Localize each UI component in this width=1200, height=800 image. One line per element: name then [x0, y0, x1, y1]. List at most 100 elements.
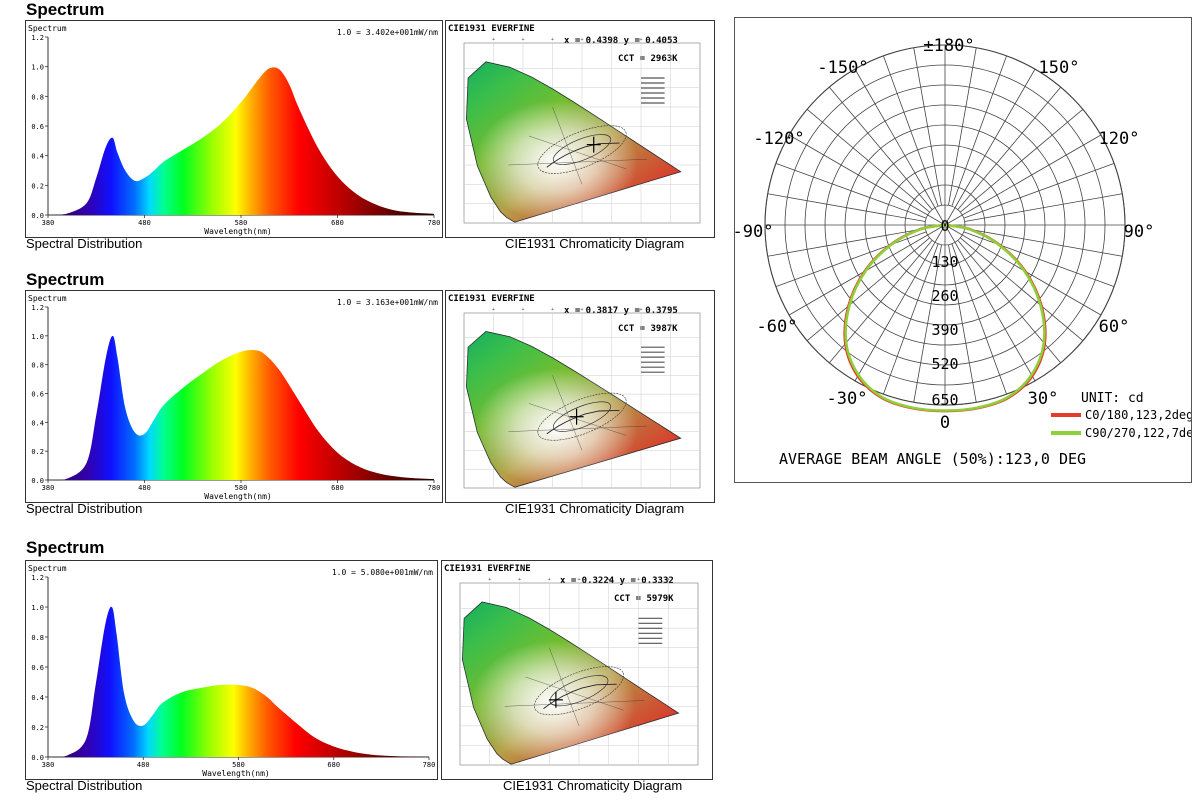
polar-spoke	[963, 231, 1115, 287]
legend-label-c90: C90/270,122,7deg	[1085, 426, 1191, 440]
cie-ellipse-outer	[537, 125, 627, 174]
ring-label-520: 520	[931, 355, 958, 373]
angle-label-minus120: -120°	[753, 129, 804, 149]
angle-label-30: 30°	[1028, 389, 1059, 409]
polar-spoke	[948, 47, 977, 206]
y-tick-label: 1.2	[31, 304, 44, 312]
chart-label: Spectrum	[28, 24, 67, 33]
normalization-label: 1.0 = 5.080e+001mW/nm	[332, 568, 433, 577]
angle-label-150: 150°	[1039, 58, 1080, 78]
polar-spoke	[806, 108, 930, 213]
y-tick-label: 0.2	[31, 182, 44, 190]
polar-spoke	[944, 224, 1036, 382]
cie-title: CIE1931 EVERFINE	[444, 564, 531, 574]
ring-label-130: 130	[931, 253, 958, 271]
cie-ellipse	[552, 401, 612, 432]
cie-tick-mark: +	[667, 577, 670, 583]
polar-spoke	[913, 244, 942, 403]
chromaticity-xy: x = 0.4398 y = 0.4053	[564, 36, 678, 46]
x-tick-label: 780	[428, 219, 441, 227]
polar-spoke	[767, 228, 926, 257]
polar-spoke	[788, 134, 946, 226]
y-tick-label: 1.2	[31, 574, 44, 582]
y-tick-label: 0.0	[31, 754, 44, 762]
polar-spoke	[960, 108, 1084, 213]
polar-spoke	[767, 193, 926, 222]
spectrum-area	[48, 335, 434, 481]
cie-panel-3: CIE1931 EVERFINE x = 0.3224 y = 0.3332 C…	[441, 560, 713, 780]
x-tick-label: 580	[235, 484, 248, 492]
y-tick-label: 0.6	[31, 123, 44, 131]
polar-spoke	[913, 47, 942, 206]
section-title-1: Spectrum	[26, 0, 105, 19]
cie-tick-mark: +	[669, 307, 672, 313]
planckian-locus	[543, 683, 617, 709]
x-tick-label: 380	[42, 761, 55, 769]
y-tick-label: 0.4	[31, 694, 44, 702]
chromaticity-xy: x = 0.3224 y = 0.3332	[560, 576, 674, 586]
cie-diagram-2: CIE1931 EVERFINE x = 0.3817 y = 0.3795 C…	[448, 294, 701, 489]
cie-tick-mark: +	[492, 37, 495, 43]
angle-label-90: 90°	[1124, 222, 1155, 242]
cie-tick-mark: +	[548, 577, 551, 583]
x-tick-label: 380	[42, 484, 55, 492]
chart-label: Spectrum	[28, 564, 67, 573]
polar-spoke	[944, 68, 1036, 226]
x-axis-label: Wavelength(nm)	[202, 769, 269, 778]
spectrum-chart-3: Spectrum 1.0 = 5.080e+001mW/nm Wavelengt…	[28, 564, 436, 778]
y-tick-label: 0.8	[31, 634, 44, 642]
chromaticity-xy: x = 0.3817 y = 0.3795	[564, 306, 678, 316]
spectrum-panel-3: Spectrum 1.0 = 5.080e+001mW/nm Wavelengt…	[25, 560, 438, 780]
cie-tick-mark: +	[610, 37, 613, 43]
polar-spoke	[854, 68, 946, 226]
polar-spoke	[828, 86, 933, 210]
x-tick-label: 680	[327, 761, 340, 769]
x-tick-label: 480	[137, 761, 150, 769]
section-title-3: Spectrum	[26, 538, 105, 557]
polar-spoke	[775, 163, 927, 219]
spectrum-panel-1: Spectrum 1.0 = 3.402e+001mW/nm Wavelengt…	[25, 20, 443, 238]
cie-region-line	[549, 647, 580, 726]
cie-tick-mark: +	[637, 577, 640, 583]
cct-value: CCT = 2963K	[618, 54, 678, 64]
polar-spoke	[806, 237, 930, 342]
cie-tick-mark: +	[669, 37, 672, 43]
caption-cie-2: CIE1931 Chromaticity Diagram	[505, 501, 685, 516]
polar-spoke	[883, 55, 939, 207]
polar-spoke	[944, 134, 1102, 226]
y-tick-label: 0.2	[31, 724, 44, 732]
cie-tick-mark: +	[577, 577, 580, 583]
cie-tick-mark: +	[580, 37, 583, 43]
normalization-label: 1.0 = 3.163e+001mW/nm	[337, 298, 438, 307]
cie-panel-2: CIE1931 EVERFINE x = 0.3817 y = 0.3795 C…	[445, 290, 715, 503]
y-tick-label: 0.4	[31, 419, 44, 427]
cie-title: CIE1931 EVERFINE	[448, 294, 535, 304]
y-tick-label: 0.0	[31, 477, 44, 485]
polar-spoke	[951, 55, 1007, 207]
ring-label-390: 390	[931, 321, 958, 339]
cie-ellipse	[549, 675, 609, 707]
caption-cie-1: CIE1931 Chromaticity Diagram	[505, 236, 685, 251]
x-tick-label: 780	[423, 761, 436, 769]
polar-spoke	[963, 163, 1115, 219]
cie-region-line	[552, 375, 583, 451]
x-axis-label: Wavelength(nm)	[204, 227, 271, 236]
y-tick-label: 0.8	[31, 362, 44, 370]
cie-tick-mark: +	[639, 37, 642, 43]
y-tick-label: 1.2	[31, 34, 44, 42]
cie-tick-mark: +	[551, 307, 554, 313]
angle-label-180: ±180°	[923, 36, 974, 56]
x-tick-label: 580	[232, 761, 245, 769]
polar-chart: ±180° -150° 150° -120° 120° -90° 90° -60…	[733, 36, 1200, 468]
spectrum-chart-2: Spectrum 1.0 = 3.163e+001mW/nm Wavelengt…	[28, 294, 441, 501]
legend-label-c0: C0/180,123,2deg	[1085, 408, 1191, 422]
cie-ellipse-outer	[534, 666, 624, 716]
y-tick-label: 0.6	[31, 664, 44, 672]
planckian-locus	[546, 409, 620, 435]
angle-label-minus150: -150°	[817, 58, 868, 78]
cie-diagram-3: CIE1931 EVERFINE x = 0.3224 y = 0.3332 C…	[444, 564, 699, 766]
polar-panel: ±180° -150° 150° -120° 120° -90° 90° -60…	[733, 17, 1200, 483]
x-tick-label: 580	[235, 219, 248, 227]
cie-title: CIE1931 EVERFINE	[448, 24, 535, 34]
x-tick-label: 780	[428, 484, 441, 492]
